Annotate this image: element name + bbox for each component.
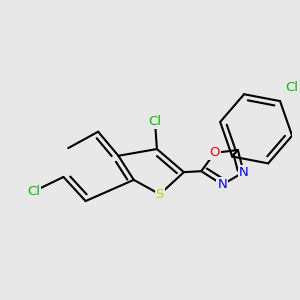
Text: O: O: [209, 146, 220, 159]
Text: Cl: Cl: [285, 82, 298, 94]
Text: S: S: [156, 188, 164, 201]
Text: N: N: [239, 166, 248, 179]
Text: Cl: Cl: [27, 185, 40, 198]
Text: Cl: Cl: [148, 115, 161, 128]
Text: N: N: [218, 178, 227, 191]
